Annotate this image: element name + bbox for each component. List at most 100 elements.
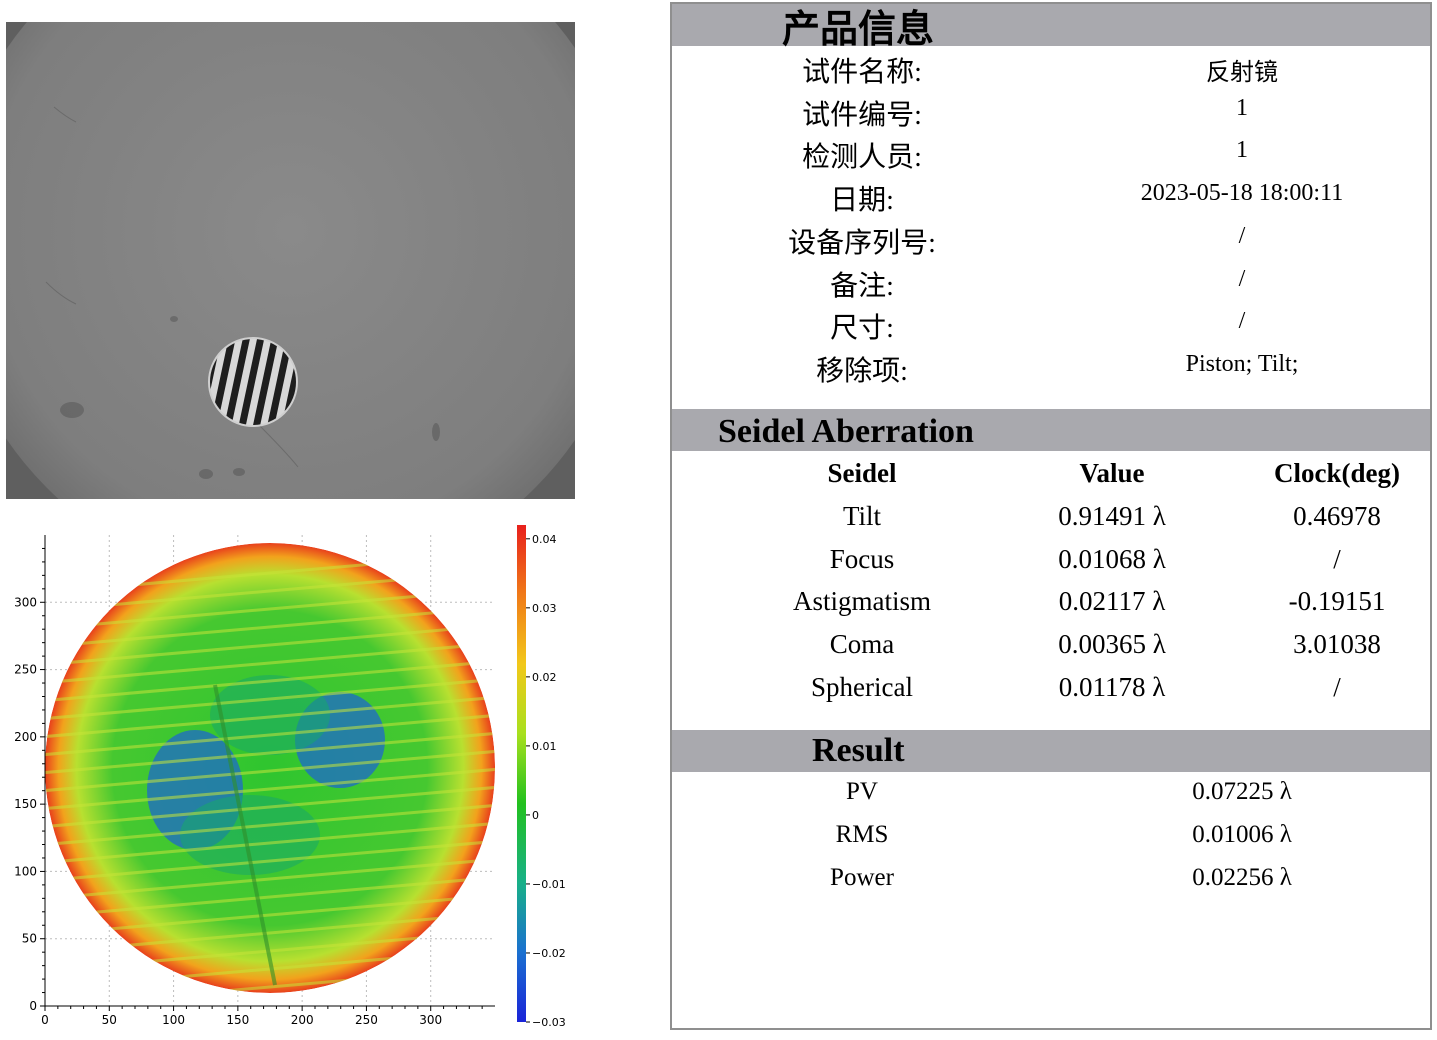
colorbar-tick-label: 0.03 bbox=[532, 602, 557, 615]
heatmap-streak bbox=[45, 695, 495, 739]
seidel-name: Focus bbox=[829, 543, 895, 574]
info-value: / bbox=[1238, 265, 1246, 292]
result-label: Power bbox=[830, 864, 894, 891]
result-row: Power 0.02256 λ bbox=[672, 864, 1430, 904]
seidel-value: 0.01178 λ bbox=[1058, 671, 1166, 702]
info-label: 日期: bbox=[830, 185, 894, 217]
colorbar-tick-label: −0.02 bbox=[532, 947, 566, 960]
seidel-value: 0.91491 λ bbox=[1058, 501, 1166, 531]
seidel-title: Seidel Aberration bbox=[718, 413, 974, 450]
seidel-value: 0.02117 λ bbox=[1058, 586, 1166, 617]
y-tick-label: 50 bbox=[22, 932, 37, 946]
product-info-title: 产品信息 bbox=[782, 9, 935, 51]
result-row: RMS 0.01006 λ bbox=[672, 821, 1430, 861]
seidel-value: 0.00365 λ bbox=[1058, 629, 1166, 660]
info-label: 试件名称: bbox=[802, 57, 922, 88]
report-panel: 产品信息 试件名称: 反射镜 试件编号: 1 检测人员: 1 日期: 2023-05-18 1… bbox=[670, 2, 1432, 1030]
info-row: 试件编号: 1 bbox=[672, 93, 1430, 133]
heatmap-streak bbox=[45, 767, 495, 811]
y-tick-label: 300 bbox=[14, 595, 37, 609]
x-tick-label: 0 bbox=[41, 1013, 49, 1027]
x-tick-label: 250 bbox=[355, 1013, 378, 1027]
colorbar-tick-label: −0.03 bbox=[532, 1016, 566, 1029]
colorbar-tick-label: 0.02 bbox=[532, 671, 557, 684]
seidel-clock: 3.01038 bbox=[1293, 629, 1381, 660]
info-value: 反射镜 bbox=[1206, 60, 1278, 86]
seidel-name: Coma bbox=[829, 629, 895, 660]
heatmap-streak bbox=[45, 893, 495, 937]
clock-col-header: Clock(deg) bbox=[1274, 458, 1400, 488]
heatmap-streak bbox=[45, 875, 495, 919]
surface-heatmap bbox=[45, 543, 495, 993]
heatmap-streak bbox=[45, 785, 495, 829]
seidel-clock: 0.46978 bbox=[1293, 501, 1381, 531]
seidel-clock: / bbox=[1333, 671, 1341, 702]
result-label: PV bbox=[846, 778, 878, 805]
seidel-row: Tilt 0.91491 λ 0.46978 bbox=[672, 501, 1430, 541]
seidel-name: Tilt bbox=[842, 501, 882, 531]
surface-map-svg: 0 50 100 150 200 250 300 0 50 100 150 200 250 300 0.04… bbox=[14, 525, 566, 1029]
heatmap-streak bbox=[45, 821, 495, 865]
plot-axes: 0 50 100 150 200 250 300 0 50 100 150 200 250 300 0.04… bbox=[14, 533, 566, 1029]
seidel-row: Astigmatism 0.02117 λ -0.19151 bbox=[672, 586, 1430, 626]
info-label: 备注: bbox=[830, 270, 894, 302]
heatmap-streak bbox=[45, 749, 495, 793]
info-value: / bbox=[1238, 308, 1246, 335]
heatmap-streak bbox=[45, 677, 495, 721]
value-col-header: Value bbox=[1079, 458, 1145, 488]
info-row: 日期: 2023-05-18 18:00:11 bbox=[672, 178, 1430, 218]
seidel-header-row: Seidel Value Clock(deg) bbox=[672, 458, 1430, 498]
seidel-name: Spherical bbox=[811, 671, 913, 702]
info-row: 检测人员: 1 bbox=[672, 135, 1430, 175]
x-tick-label: 300 bbox=[419, 1013, 442, 1027]
colorbar-tick-label: 0.01 bbox=[532, 740, 557, 753]
left-column: 0 50 100 150 200 250 300 0 50 100 150 200 250 300 0.04… bbox=[0, 0, 660, 1035]
result-value: 0.02256 λ bbox=[1192, 864, 1292, 891]
result-header: Result bbox=[672, 730, 1430, 772]
heatmap-streak bbox=[45, 659, 495, 703]
info-label: 移除项: bbox=[816, 355, 908, 387]
product-info-header: 产品信息 bbox=[672, 4, 1430, 51]
info-row: 备注: / bbox=[672, 264, 1430, 304]
y-tick-label: 100 bbox=[14, 864, 37, 878]
info-value: Piston; Tilt; bbox=[1185, 350, 1299, 377]
seidel-row: Spherical 0.01178 λ / bbox=[672, 672, 1430, 712]
y-tick-label: 250 bbox=[14, 663, 37, 677]
x-tick-label: 200 bbox=[291, 1013, 314, 1027]
info-value: 2023-05-18 18:00:11 bbox=[1140, 180, 1344, 207]
interferogram-image bbox=[6, 22, 575, 499]
info-label: 设备序列号: bbox=[788, 227, 936, 259]
info-row: 设备序列号: / bbox=[672, 221, 1430, 261]
seidel-clock: -0.19151 bbox=[1288, 586, 1386, 617]
x-tick-label: 50 bbox=[102, 1013, 117, 1027]
info-row: 尺寸: / bbox=[672, 306, 1430, 346]
info-row: 试件名称: 反射镜 bbox=[672, 50, 1430, 90]
info-value: / bbox=[1238, 222, 1246, 249]
info-label: 试件编号: bbox=[802, 99, 922, 131]
x-tick-label: 150 bbox=[226, 1013, 249, 1027]
y-tick-label: 0 bbox=[29, 999, 37, 1013]
colorbar-tick-label: 0.04 bbox=[532, 533, 557, 546]
heatmap-streak bbox=[45, 803, 495, 847]
result-title: Result bbox=[812, 732, 905, 769]
heatmap-streak bbox=[45, 623, 495, 667]
heatmap-streak bbox=[45, 713, 495, 757]
info-label: 尺寸: bbox=[830, 313, 894, 345]
colorbar-tick-label: 0 bbox=[532, 809, 539, 822]
seidel-clock: / bbox=[1333, 543, 1341, 574]
heatmap-streak bbox=[45, 731, 495, 775]
result-value: 0.07225 λ bbox=[1192, 778, 1292, 805]
result-label: RMS bbox=[835, 821, 889, 848]
x-tick-label: 100 bbox=[162, 1013, 185, 1027]
info-row: 移除项: Piston; Tilt; bbox=[672, 349, 1430, 389]
colorbar-tick-label: −0.01 bbox=[532, 878, 566, 891]
heatmap-streak bbox=[45, 857, 495, 901]
interferogram-svg bbox=[6, 22, 575, 499]
seidel-header: Seidel Aberration bbox=[672, 409, 1430, 451]
colorbar bbox=[517, 525, 526, 1022]
info-value: 1 bbox=[1236, 94, 1248, 121]
info-label: 检测人员: bbox=[802, 142, 922, 174]
seidel-col-header: Seidel bbox=[827, 458, 897, 488]
heatmap-streak bbox=[45, 839, 495, 883]
seidel-row: Coma 0.00365 λ 3.01038 bbox=[672, 629, 1430, 669]
